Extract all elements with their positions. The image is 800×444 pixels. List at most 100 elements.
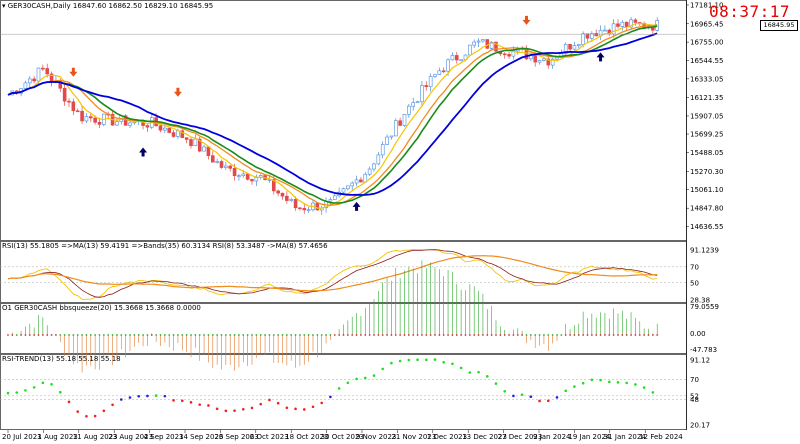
trend-dot (529, 395, 533, 399)
candle (354, 175, 359, 187)
candle (206, 146, 211, 160)
candle (224, 162, 228, 171)
green-ma-line (7, 25, 658, 204)
candle (80, 106, 84, 124)
trend-dot (180, 399, 184, 403)
candle-body (158, 125, 163, 131)
candle-body (572, 45, 577, 50)
trend-dot (67, 400, 71, 404)
candle-body (32, 78, 36, 82)
squeeze-dot (15, 334, 18, 336)
candle (215, 158, 219, 164)
trend-dot (512, 394, 515, 398)
candle (237, 173, 241, 181)
squeeze-dot (373, 334, 375, 336)
candle-body (603, 29, 607, 32)
candle-body (472, 41, 477, 46)
date-tick-label: 1 Dec 2023 (427, 433, 467, 441)
date-tick-label: 14 Sep 2023 (179, 433, 223, 441)
squeeze-dot (46, 334, 49, 336)
squeeze-dot (63, 334, 66, 336)
candle-body (184, 137, 189, 140)
squeeze-dot (407, 334, 410, 336)
squeeze-dot (590, 334, 593, 336)
trend-dot (494, 382, 498, 385)
candle (32, 76, 36, 84)
trend-dot (390, 361, 393, 365)
candle (454, 51, 459, 64)
rsi-axis-label: 28.38 (690, 297, 710, 305)
trend-dot (372, 374, 376, 377)
trend-dot (407, 358, 411, 362)
squeeze-dot (255, 334, 258, 336)
trend-dot (363, 376, 367, 380)
squeeze-dot (11, 334, 14, 336)
squeeze-dot (207, 334, 210, 336)
squeeze-dot (608, 334, 611, 336)
trend-dot (241, 407, 245, 411)
candle-body (568, 44, 572, 50)
candle-body (494, 41, 498, 52)
candle-body (315, 202, 320, 211)
rsi-axis-label: 91.1239 (690, 247, 719, 255)
candle (389, 135, 394, 140)
candle (41, 64, 45, 72)
candle-body (180, 130, 185, 138)
squeeze-dot (242, 334, 245, 336)
trend-dot (337, 387, 341, 390)
squeeze-dot (190, 334, 192, 336)
squeeze-dot (460, 334, 463, 336)
trend-axis-label: 20.17 (690, 422, 710, 430)
candle-body (380, 144, 385, 156)
candle (27, 76, 32, 88)
squeeze-dot (133, 334, 136, 336)
squeeze-dot (421, 334, 423, 336)
trend-dot (329, 395, 332, 399)
candle-body (71, 101, 76, 112)
candle (407, 103, 411, 118)
trend-dot (599, 378, 602, 382)
blue-ma-line (7, 32, 658, 196)
candle (572, 41, 577, 51)
candle-body (293, 199, 298, 209)
candle (481, 39, 485, 43)
candle (306, 206, 311, 213)
trend-axis-label: 48 (690, 396, 699, 404)
squeeze-dot (20, 334, 22, 336)
squeeze-dot (573, 334, 576, 336)
trend-panel-label: RSI-TREND(13) 55.18 55.18 55.18 (2, 355, 121, 363)
trend-dot (50, 383, 53, 386)
squeeze-dot (547, 334, 550, 336)
trend-dot (207, 404, 210, 407)
candle-body (210, 155, 215, 163)
squeeze-dot (68, 334, 70, 336)
trend-dot (128, 396, 132, 399)
candle (276, 189, 280, 197)
squeeze-axis-label: -47.783 (690, 346, 717, 354)
candle (598, 25, 603, 41)
candle-body (41, 67, 45, 70)
squeeze-dot (477, 334, 480, 336)
candle-body (468, 44, 472, 56)
candle-body (385, 136, 389, 145)
candle (616, 19, 620, 29)
squeeze-dot (120, 334, 123, 336)
candle (459, 59, 463, 62)
candle-body (237, 175, 241, 177)
candle (450, 52, 455, 61)
squeeze-dot (251, 334, 253, 336)
trend-dot (172, 399, 175, 402)
candle-body (250, 179, 254, 182)
squeeze-dot (630, 334, 632, 336)
date-tick-label: 23 Aug 2023 (108, 433, 153, 441)
squeeze-dot (482, 334, 484, 336)
squeeze-dot (59, 334, 62, 336)
candle-body (563, 44, 568, 54)
squeeze-dot (299, 334, 301, 336)
squeeze-dot (512, 334, 515, 336)
trend-dot (76, 410, 80, 413)
squeeze-dot (72, 334, 75, 336)
candle (346, 185, 350, 191)
dropdown-triangle-icon[interactable]: ▾ (2, 2, 6, 10)
